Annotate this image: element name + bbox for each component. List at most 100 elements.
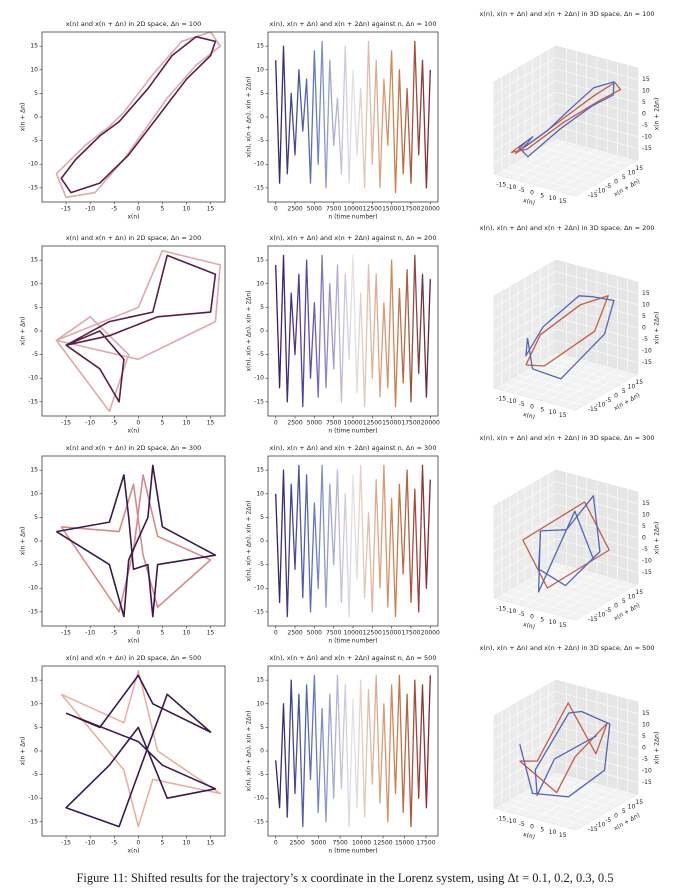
y-axis-label: x(n + Δn)	[20, 317, 27, 346]
y-tick-label: 10	[628, 170, 636, 177]
x-tick-label: -5	[111, 840, 117, 847]
x-tick-label: 15	[559, 198, 567, 205]
x-tick-label: 10	[183, 420, 191, 427]
y-tick-label: -5	[258, 351, 264, 358]
plot-frame	[267, 31, 439, 203]
x-tick-label: 2500	[287, 206, 302, 213]
y-tick-label: 5	[260, 90, 264, 97]
grid-line	[493, 748, 557, 786]
plot-frame	[41, 31, 226, 203]
z-tick-label: 15	[642, 710, 650, 717]
y-tick-label: -5	[605, 397, 611, 404]
grid-line	[493, 691, 557, 728]
y-tick-label: 0	[260, 328, 264, 335]
y-tick-label: 10	[30, 280, 38, 287]
y-tick-label: -5	[258, 137, 264, 144]
grid-line	[555, 737, 639, 760]
x-tick-label: -15	[496, 815, 506, 822]
z-tick-label: -10	[642, 768, 652, 775]
x-axis-label: x(n)	[522, 197, 535, 207]
x-tick-label: -15	[61, 206, 71, 213]
x-tick-label: 17500	[401, 420, 420, 427]
z-tick-label: 5	[642, 523, 646, 530]
x-tick-label: -15	[61, 840, 71, 847]
grid-line	[540, 780, 623, 804]
x-tick-label: 12500	[374, 840, 393, 847]
y-tick-label: 15	[635, 589, 643, 596]
grid-line	[509, 378, 592, 402]
x-tick-label: 2500	[290, 840, 305, 847]
grid-line	[493, 305, 557, 343]
x-tick-label: 10000	[343, 420, 362, 427]
y-tick-label: -15	[254, 398, 264, 405]
x-axis-label: x(n)	[127, 848, 139, 855]
x-tick-label: 15	[207, 630, 215, 637]
x-tick-label: 5000	[307, 630, 322, 637]
y-tick-label: -5	[605, 183, 611, 190]
x-tick-label: 10000	[352, 840, 371, 847]
z-tick-label: 10	[642, 722, 650, 729]
x-tick-label: 0	[530, 614, 534, 621]
grid-line	[555, 317, 639, 340]
time-series-line	[275, 464, 431, 618]
y-tick-label: -10	[254, 161, 264, 168]
y-tick-label: 15	[635, 165, 643, 172]
y-tick-label: 0	[614, 179, 618, 186]
z-tick-label: -15	[642, 359, 652, 366]
x-tick-label: 10000	[343, 206, 362, 213]
plot-frame	[41, 455, 226, 627]
trajectory-line	[60, 669, 221, 828]
x-tick-label: 10	[549, 195, 557, 202]
y-tick-label: 10	[628, 804, 636, 811]
chart-title: x(n) and x(n + Δn) in 2D space, Δn = 200	[66, 234, 202, 242]
y-tick-label: -5	[258, 561, 264, 568]
z-tick-label: 5	[642, 313, 646, 320]
grid-line	[555, 492, 639, 516]
x-tick-label: -5	[519, 187, 525, 194]
x-tick-label: 20000	[421, 206, 440, 213]
grid-line	[555, 748, 639, 772]
grid-line	[555, 68, 639, 92]
trajectory-line	[65, 674, 217, 828]
grid-line	[555, 305, 639, 329]
chart-title: x(n), x(n + Δn) and x(n + 2Δn) against n…	[270, 444, 437, 452]
chart-title: x(n) and x(n + Δn) in 2D space, Δn = 500	[66, 654, 202, 662]
x-tick-label: 15	[559, 412, 567, 419]
y-tick-label: -5	[605, 817, 611, 824]
grid-line	[493, 492, 557, 530]
x-tick-label: -10	[507, 398, 517, 405]
y-tick-label: -10	[254, 375, 264, 382]
x-tick-label: 0	[274, 206, 278, 213]
x-tick-label: -10	[507, 608, 517, 615]
y-tick-label: -5	[32, 137, 38, 144]
x-tick-label: 15	[559, 622, 567, 629]
y-tick-label: -10	[596, 822, 606, 829]
grid-line	[532, 365, 615, 388]
grid-line	[517, 374, 600, 397]
grid-line	[532, 151, 615, 174]
grid-line	[493, 550, 557, 587]
x-tick-label: 0	[274, 630, 278, 637]
y-tick-label: -5	[605, 607, 611, 614]
x-axis-label: n (time number)	[328, 848, 377, 855]
grid-line	[517, 584, 600, 607]
z-tick-label: 0	[642, 745, 646, 752]
grid-line	[548, 776, 631, 799]
grid-line	[493, 103, 557, 140]
z-tick-label: 15	[642, 290, 650, 297]
chart-title: x(n), x(n + Δn) and x(n + 2Δn) against n…	[270, 20, 437, 28]
y-tick-label: 0	[614, 603, 618, 610]
y-tick-label: -5	[258, 771, 264, 778]
x-tick-label: 5	[160, 420, 164, 427]
trajectory-3d-line	[525, 295, 609, 367]
y-tick-label: 15	[256, 467, 264, 474]
x-tick-label: 15000	[382, 630, 401, 637]
grid-line	[501, 169, 584, 192]
y-tick-label: -15	[28, 398, 38, 405]
y-axis-label: x(n + Δn)	[20, 103, 27, 132]
x-tick-label: 15000	[395, 840, 414, 847]
y-tick-label: -15	[588, 826, 598, 833]
z-tick-label: 0	[642, 325, 646, 332]
x-tick-label: 5	[160, 206, 164, 213]
x-tick-label: 12500	[363, 206, 382, 213]
